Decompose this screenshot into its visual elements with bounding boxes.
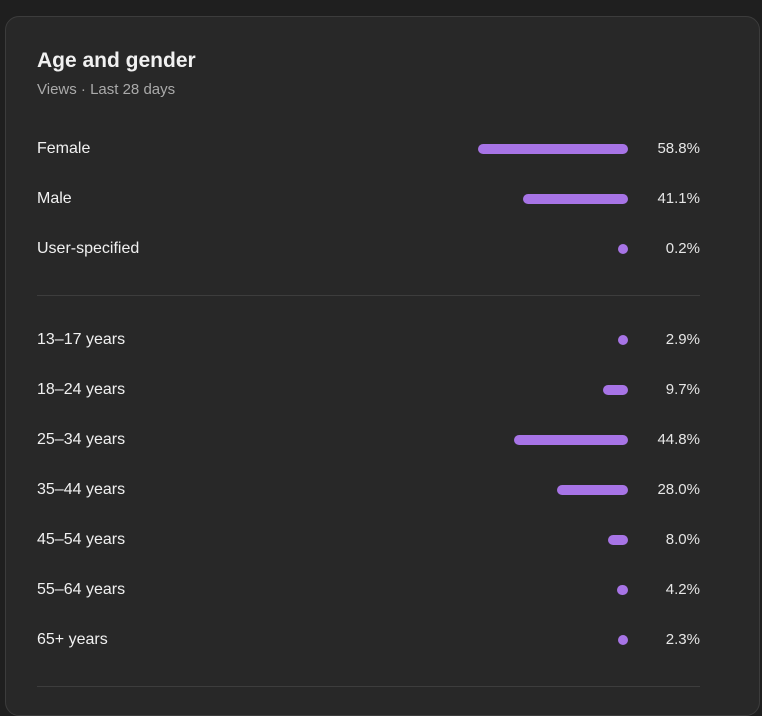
age-row-55-64: 55–64 years 4.2% — [37, 578, 700, 602]
row-label: 18–24 years — [37, 381, 126, 398]
row-label: 45–54 years — [37, 531, 126, 548]
row-bar — [618, 244, 628, 254]
row-percent: 44.8% — [657, 431, 700, 448]
row-percent: 28.0% — [657, 481, 700, 498]
row-percent: 9.7% — [665, 381, 700, 398]
age-row-35-44: 35–44 years 28.0% — [37, 478, 700, 502]
row-bar — [513, 435, 628, 445]
row-label: User-specified — [37, 240, 140, 257]
gender-row-male: Male 41.1% — [37, 187, 700, 211]
age-gender-card: Age and gender Views · Last 28 days Fema… — [5, 16, 760, 716]
row-bar — [618, 335, 628, 345]
age-row-65-plus: 65+ years 2.3% — [37, 628, 700, 652]
row-bar — [603, 385, 628, 395]
row-bar — [523, 194, 628, 204]
row-percent: 2.3% — [665, 631, 700, 648]
gender-row-user-specified: User-specified 0.2% — [37, 237, 700, 261]
row-percent: 8.0% — [665, 531, 700, 548]
section-divider — [37, 686, 700, 687]
row-label: 25–34 years — [37, 431, 126, 448]
row-label: 13–17 years — [37, 331, 126, 348]
row-percent: 58.8% — [657, 140, 700, 157]
row-bar — [556, 485, 628, 495]
age-row-45-54: 45–54 years 8.0% — [37, 528, 700, 552]
age-row-25-34: 25–34 years 44.8% — [37, 428, 700, 452]
gender-row-female: Female 58.8% — [37, 137, 700, 161]
row-label: 35–44 years — [37, 481, 126, 498]
row-percent: 41.1% — [657, 190, 700, 207]
row-bar — [618, 635, 628, 645]
section-divider — [37, 295, 700, 296]
card-subtitle: Views · Last 28 days — [37, 81, 176, 98]
row-label: Male — [37, 190, 72, 207]
row-label: Female — [37, 140, 91, 157]
row-percent: 2.9% — [665, 331, 700, 348]
row-bar — [478, 144, 628, 154]
age-row-18-24: 18–24 years 9.7% — [37, 378, 700, 402]
row-percent: 0.2% — [665, 240, 700, 257]
row-label: 55–64 years — [37, 581, 126, 598]
row-bar — [607, 535, 628, 545]
row-percent: 4.2% — [665, 581, 700, 598]
age-row-13-17: 13–17 years 2.9% — [37, 328, 700, 352]
row-bar — [617, 585, 628, 595]
row-label: 65+ years — [37, 631, 108, 648]
card-title: Age and gender — [37, 49, 196, 72]
